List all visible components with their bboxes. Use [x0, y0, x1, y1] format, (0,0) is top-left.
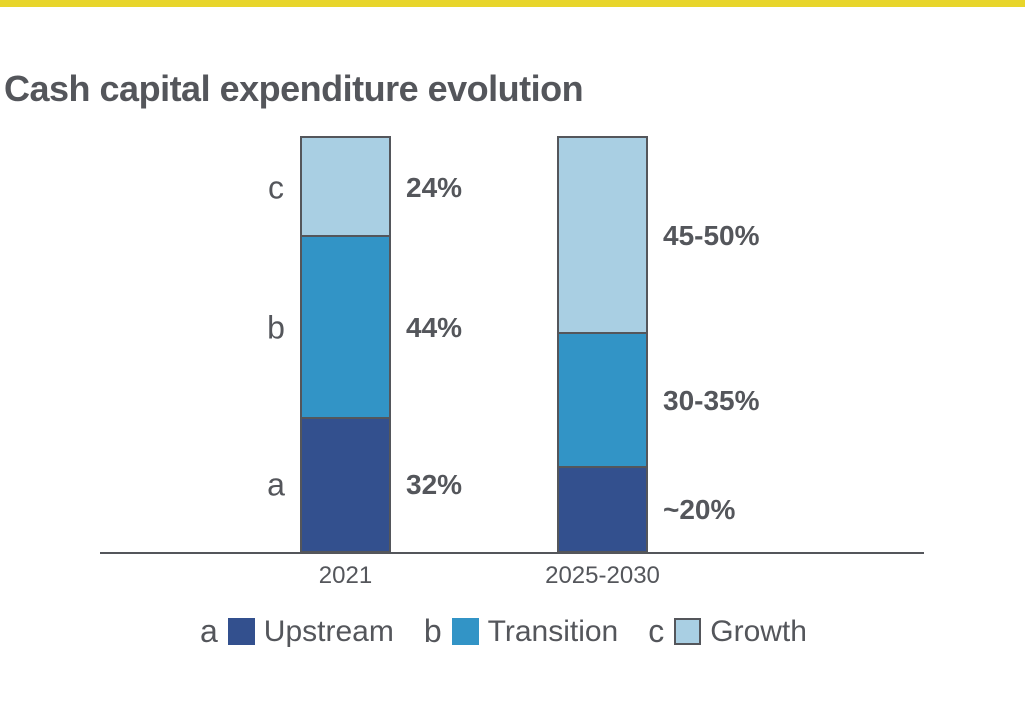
- value-label-2021-transition: 44%: [406, 311, 463, 343]
- page-title: Cash capital expenditure evolution: [4, 68, 584, 110]
- series-letter-a: a: [267, 466, 285, 503]
- legend-item-growth: c Growth: [648, 613, 807, 650]
- value-label-2025-2030-growth: 45-50%: [663, 220, 760, 252]
- legend-label-upstream: Upstream: [263, 614, 394, 648]
- bar-2021-segment-upstream: [302, 418, 389, 551]
- top-accent-bar: [0, 0, 1025, 7]
- legend-item-upstream: a Upstream: [200, 613, 394, 650]
- legend-label-transition: Transition: [487, 614, 619, 648]
- bar-2025-2030-segment-growth: [559, 138, 646, 335]
- legend-swatch-growth: [674, 618, 702, 645]
- legend-item-transition: b Transition: [424, 613, 618, 650]
- series-letter-c: c: [268, 169, 284, 206]
- x-axis-line: [100, 552, 924, 554]
- series-letter-b: b: [267, 309, 285, 346]
- bar-2025-2030: [557, 136, 648, 553]
- bar-2021-segment-growth: [302, 138, 389, 238]
- bar-2025-2030-segment-transition: [559, 334, 646, 469]
- legend-swatch-transition: [451, 618, 479, 645]
- bar-2021: [300, 136, 391, 553]
- x-tick-2025-2030: 2025-2030: [545, 562, 660, 589]
- chart-legend: a Upstream b Transition c Growth: [200, 613, 807, 650]
- x-tick-2021: 2021: [318, 562, 373, 589]
- legend-letter-b: b: [423, 613, 442, 649]
- legend-swatch-upstream: [227, 618, 255, 645]
- legend-letter-c: c: [648, 613, 665, 649]
- bar-2025-2030-segment-upstream: [559, 468, 646, 551]
- bar-2021-segment-transition: [302, 237, 389, 419]
- value-label-2025-2030-upstream: ~20%: [663, 493, 736, 525]
- legend-letter-a: a: [200, 613, 218, 649]
- value-label-2021-upstream: 32%: [406, 468, 463, 500]
- value-label-2021-growth: 24%: [406, 171, 463, 203]
- value-label-2025-2030-transition: 30-35%: [663, 385, 760, 417]
- legend-label-growth: Growth: [710, 614, 807, 648]
